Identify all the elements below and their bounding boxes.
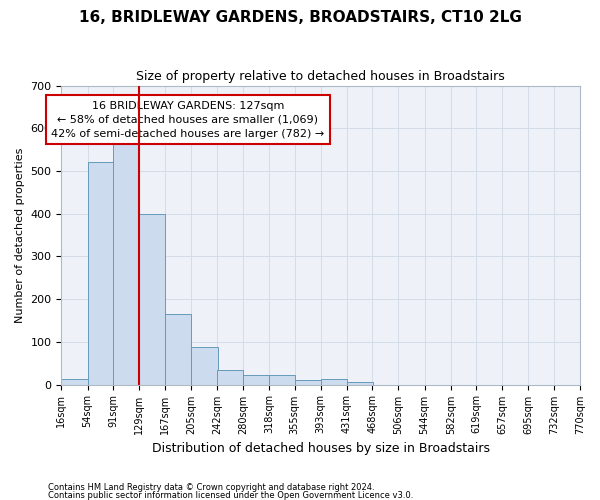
Bar (269, 374, 295, 384)
X-axis label: Distribution of detached houses by size in Broadstairs: Distribution of detached houses by size … (152, 442, 490, 455)
Text: Contains public sector information licensed under the Open Government Licence v3: Contains public sector information licen… (48, 491, 413, 500)
Bar (88, 162, 113, 384)
Bar (243, 375, 269, 384)
Text: 16, BRIDLEWAY GARDENS, BROADSTAIRS, CT10 2LG: 16, BRIDLEWAY GARDENS, BROADSTAIRS, CT10… (79, 10, 521, 25)
Bar (139, 214, 165, 384)
Bar (61, 379, 88, 384)
Title: Size of property relative to detached houses in Broadstairs: Size of property relative to detached ho… (136, 70, 505, 83)
Bar (191, 347, 218, 385)
Text: Contains HM Land Registry data © Crown copyright and database right 2024.: Contains HM Land Registry data © Crown c… (48, 484, 374, 492)
Bar (113, 137, 139, 384)
Y-axis label: Number of detached properties: Number of detached properties (15, 148, 25, 323)
Text: 16 BRIDLEWAY GARDENS: 127sqm
← 58% of detached houses are smaller (1,069)
42% of: 16 BRIDLEWAY GARDENS: 127sqm ← 58% of de… (52, 100, 325, 138)
Bar (295, 380, 321, 384)
Bar (165, 314, 191, 384)
Bar (347, 382, 373, 384)
Bar (321, 380, 347, 384)
Bar (217, 370, 243, 384)
